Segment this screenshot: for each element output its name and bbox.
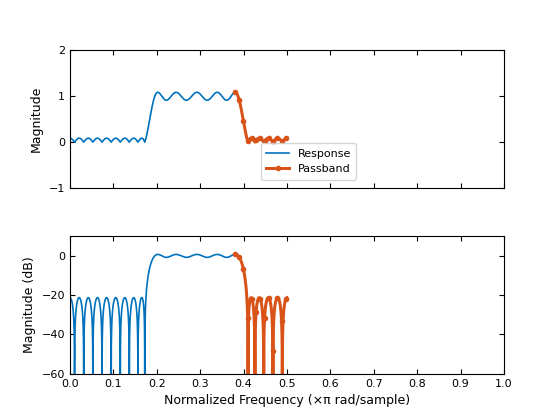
Passband [245,397,251,402]
Passband [252,324,259,329]
Line: Response: Response [70,92,287,142]
Response [84,297,91,302]
Passband [273,297,279,302]
Passband [245,139,251,144]
Line: Passband: Passband [233,90,289,144]
Line: Passband: Passband [233,252,289,402]
Response [243,134,250,139]
Response [155,90,161,95]
Response [283,136,290,141]
Response [155,252,161,257]
Y-axis label: Magnitude: Magnitude [30,86,43,152]
Passband [232,90,239,95]
Passband [279,139,286,144]
Passband [232,252,239,257]
Legend: Response, Passband: Response, Passband [261,143,357,180]
Response [211,91,218,96]
Passband [260,139,267,144]
Line: Response: Response [70,255,287,417]
Passband [273,136,279,141]
Response [117,139,124,144]
Response [278,139,284,144]
Response [270,139,277,144]
Response [278,315,284,320]
Passband [283,136,290,141]
Passband [232,252,239,257]
X-axis label: Normalized Frequency (×π rad/sample): Normalized Frequency (×π rad/sample) [164,394,410,407]
Response [117,415,124,420]
Response [211,252,218,257]
Passband [283,295,290,300]
Response [243,289,250,294]
Response [67,295,73,300]
Passband [268,137,274,142]
Y-axis label: Magnitude (dB): Magnitude (dB) [23,257,36,353]
Response [259,305,265,310]
Response [283,295,290,300]
Passband [279,321,286,326]
Passband [259,138,265,143]
Response [84,136,91,141]
Response [270,330,277,335]
Response [67,136,73,141]
Passband [252,139,259,144]
Passband [232,90,239,95]
Passband [268,304,274,309]
Passband [260,357,267,362]
Response [259,137,265,142]
Passband [259,307,265,312]
